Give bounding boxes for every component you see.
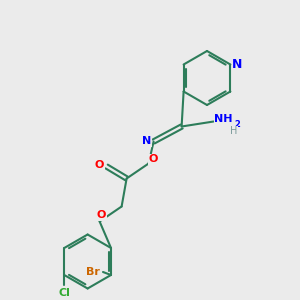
- Text: O: O: [95, 160, 104, 170]
- Text: O: O: [149, 154, 158, 164]
- Text: Cl: Cl: [58, 288, 70, 298]
- Text: N: N: [142, 136, 151, 146]
- Text: 2: 2: [235, 120, 241, 129]
- Text: H: H: [230, 127, 237, 136]
- Text: NH: NH: [214, 115, 233, 124]
- Text: Br: Br: [86, 267, 100, 277]
- Text: N: N: [232, 58, 243, 71]
- Text: O: O: [97, 211, 106, 220]
